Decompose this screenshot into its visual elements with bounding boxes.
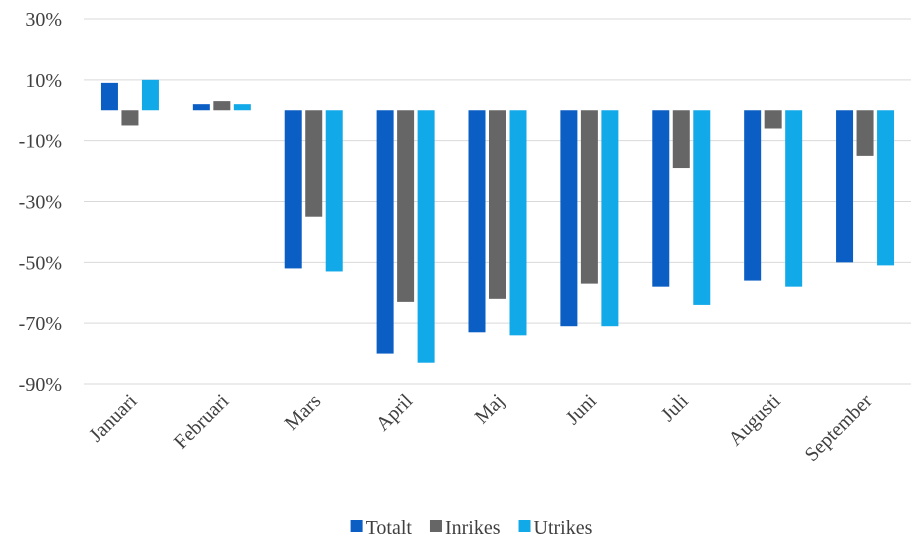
bar bbox=[580, 110, 598, 284]
x-tick-label: Januari bbox=[85, 390, 142, 447]
legend-label: Utrikes bbox=[534, 517, 593, 539]
bar bbox=[877, 110, 895, 266]
y-tick-label: 30% bbox=[25, 9, 62, 31]
legend-swatch bbox=[518, 520, 531, 532]
x-tick-label: September bbox=[801, 390, 877, 466]
bar bbox=[100, 82, 118, 111]
bar bbox=[397, 110, 415, 302]
x-tick-label: April bbox=[372, 390, 418, 436]
bar bbox=[192, 104, 210, 111]
y-tick-label: -90% bbox=[19, 374, 62, 396]
bar bbox=[836, 110, 854, 263]
x-tick-label: Februari bbox=[170, 390, 234, 454]
y-tick-label: -10% bbox=[19, 131, 62, 153]
legend-label: Inrikes bbox=[445, 517, 501, 539]
bar bbox=[305, 110, 323, 217]
bar bbox=[233, 104, 251, 111]
x-tick-label: Juni bbox=[562, 390, 601, 429]
bar bbox=[417, 110, 435, 363]
y-tick-label: -30% bbox=[19, 192, 62, 214]
x-tick-label: Juli bbox=[657, 390, 693, 426]
legend-swatch bbox=[350, 520, 363, 532]
bar bbox=[652, 110, 670, 287]
bar bbox=[672, 110, 690, 169]
bar bbox=[121, 110, 139, 126]
bar bbox=[744, 110, 762, 281]
y-tick-label: -50% bbox=[19, 252, 62, 274]
bar bbox=[764, 110, 782, 129]
bar bbox=[376, 110, 394, 354]
bar bbox=[509, 110, 527, 336]
bar bbox=[325, 110, 343, 272]
bar bbox=[284, 110, 302, 269]
bar bbox=[468, 110, 486, 333]
bar bbox=[785, 110, 803, 287]
bar bbox=[213, 101, 231, 111]
y-tick-label: -70% bbox=[19, 313, 62, 335]
legend-swatch bbox=[429, 520, 442, 532]
bar bbox=[560, 110, 578, 327]
x-tick-label: Maj bbox=[471, 390, 509, 428]
bar bbox=[141, 79, 159, 111]
bar bbox=[601, 110, 619, 327]
bar bbox=[856, 110, 874, 156]
bar bbox=[693, 110, 711, 305]
y-tick-label: 10% bbox=[25, 70, 62, 92]
x-tick-label: Augusti bbox=[724, 390, 785, 451]
x-tick-label: Mars bbox=[281, 390, 326, 435]
legend-label: Totalt bbox=[366, 517, 413, 539]
bar bbox=[489, 110, 506, 299]
